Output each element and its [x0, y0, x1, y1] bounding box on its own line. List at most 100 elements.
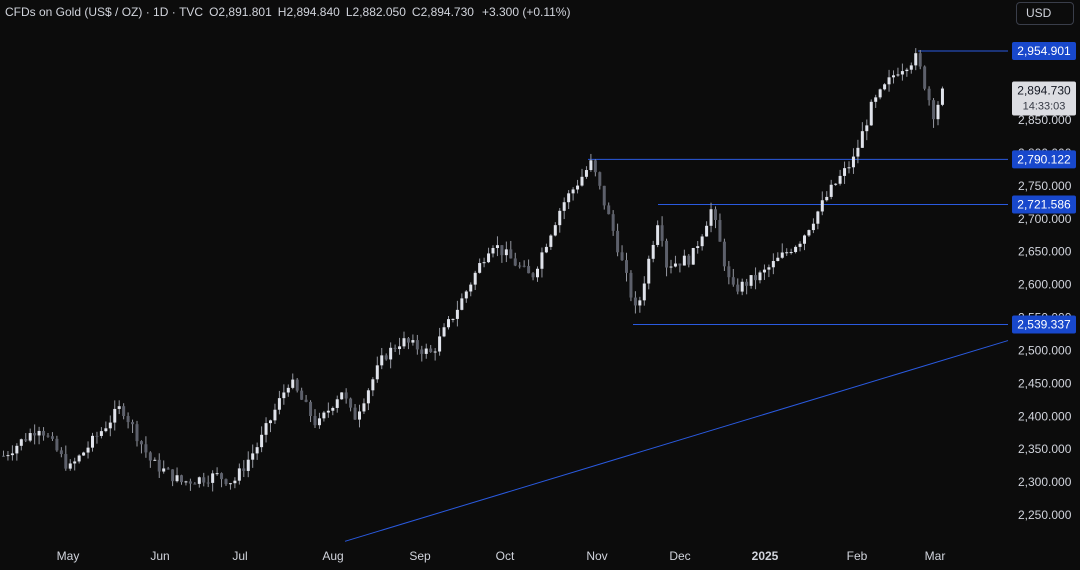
candle-body	[749, 275, 753, 286]
candle-body	[33, 433, 37, 436]
candle-body	[691, 248, 695, 265]
candle-body	[758, 272, 762, 281]
candle-body	[914, 53, 918, 66]
candle-body	[411, 340, 415, 343]
candle-body	[718, 220, 722, 242]
candle-body	[99, 431, 103, 436]
symbol-name[interactable]: CFDs on Gold (US$ / OZ)	[5, 5, 143, 19]
candle-body	[611, 214, 615, 231]
candle-body	[896, 74, 900, 76]
candle-body	[24, 439, 28, 441]
candle-body	[487, 253, 491, 263]
candle-body	[549, 235, 553, 247]
candle-body	[544, 246, 548, 253]
candle-body	[936, 104, 940, 120]
candle-body	[874, 97, 878, 102]
candle-body	[331, 407, 335, 411]
candle-body	[269, 420, 272, 424]
level-label: 2,790.122	[1017, 152, 1071, 166]
candle-body	[415, 340, 419, 350]
candle-body	[233, 480, 237, 484]
y-tick-label: 2,400.000	[1018, 409, 1072, 423]
currency-button[interactable]: USD	[1016, 2, 1074, 25]
candle-body	[838, 175, 842, 184]
candle-body	[820, 200, 824, 212]
candle-body	[918, 53, 922, 67]
candle-body	[424, 348, 428, 354]
candle-body	[816, 211, 820, 224]
x-tick-label: 2025	[752, 549, 779, 563]
candle-body	[131, 422, 135, 425]
candle-body	[638, 300, 642, 306]
candle-body	[927, 88, 931, 101]
candle-body	[616, 230, 620, 253]
candle-body	[224, 479, 228, 485]
candle-body	[860, 131, 864, 148]
candle-body	[50, 436, 54, 439]
candle-body	[767, 267, 771, 270]
candle-body	[175, 475, 179, 482]
candle-body	[447, 319, 450, 328]
candle-body	[19, 439, 23, 446]
candle-body	[344, 392, 348, 399]
candle-body	[834, 183, 838, 185]
candle-body	[455, 309, 459, 319]
candle-body	[228, 483, 232, 485]
candle-body	[803, 235, 806, 244]
candle-body	[166, 468, 170, 470]
candle-body	[576, 185, 580, 190]
candle-body	[73, 461, 77, 464]
candle-body	[464, 291, 468, 299]
candle-body	[647, 258, 651, 284]
candle-body	[469, 284, 473, 292]
candle-body	[700, 236, 704, 247]
candle-body	[59, 450, 63, 455]
source-label: TVC	[179, 5, 204, 19]
candle-body	[785, 252, 789, 254]
candle-body	[807, 230, 811, 236]
candle-body	[482, 262, 486, 264]
candle-body	[42, 430, 46, 436]
candle-body	[184, 481, 188, 483]
candle-body	[317, 418, 321, 426]
x-tick-label: Feb	[847, 549, 868, 563]
close-value: C2,894.730	[411, 5, 474, 19]
candle-body	[309, 401, 313, 417]
candle-body	[633, 297, 637, 306]
candle-body	[153, 459, 157, 461]
candle-body	[571, 189, 575, 194]
level-label-bg	[1012, 150, 1076, 169]
x-tick-label: Sep	[409, 549, 431, 563]
candle-body	[504, 249, 508, 256]
candle-body	[402, 338, 406, 347]
y-tick-label: 2,250.000	[1018, 508, 1072, 522]
candle-body	[727, 266, 731, 278]
candle-body	[193, 483, 197, 485]
candle-body	[91, 435, 94, 448]
candle-body	[892, 75, 895, 78]
level-label: 2,539.337	[1017, 318, 1071, 332]
candle-body	[540, 252, 544, 269]
trendline[interactable]	[344, 340, 1009, 542]
candle-body	[887, 77, 891, 85]
candle-body	[843, 168, 847, 176]
candle-body	[371, 379, 375, 391]
x-tick-label: May	[57, 549, 80, 563]
interval-label[interactable]: 1D	[153, 5, 169, 19]
candle-body	[286, 387, 290, 393]
candle-body	[264, 423, 268, 435]
x-tick-label: Jul	[232, 549, 247, 563]
candle-body	[438, 336, 442, 352]
candle-body	[745, 281, 749, 286]
candle-body	[295, 379, 299, 391]
candle-body	[122, 406, 126, 417]
candle-body	[771, 261, 775, 268]
countdown-label: 14:33:03	[1023, 101, 1066, 113]
candle-body	[722, 241, 726, 267]
candle-body	[215, 473, 219, 475]
y-tick-label: 2,700.000	[1018, 212, 1072, 226]
candle-body	[389, 347, 393, 360]
candle-body	[251, 453, 255, 460]
candle-body	[282, 392, 286, 399]
